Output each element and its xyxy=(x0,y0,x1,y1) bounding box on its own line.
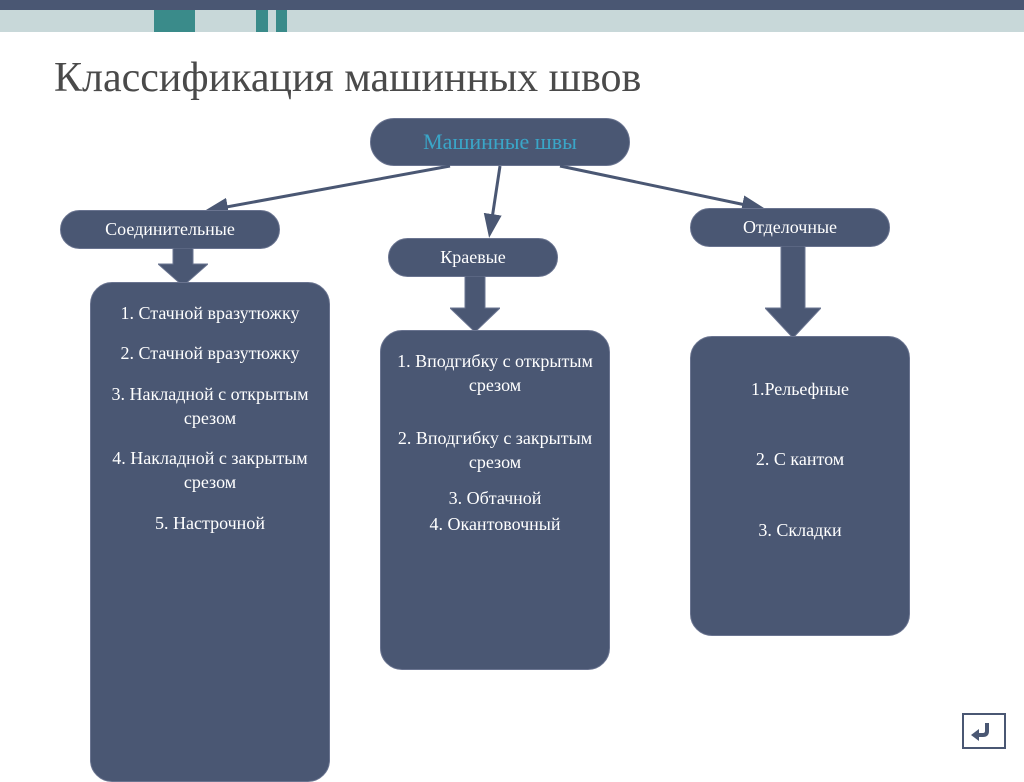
list-item: 5. Настрочной xyxy=(103,511,317,535)
back-button[interactable] xyxy=(962,713,1006,749)
branch-pill-connective: Соединительные xyxy=(60,210,280,249)
card-edge: 1. Вподгибку с открытым срезом 2. Вподги… xyxy=(380,330,610,670)
list-item: 1.Рельефные xyxy=(703,377,897,401)
root-node: Машинные швы xyxy=(370,118,630,166)
page-title: Классификация машинных швов xyxy=(54,54,641,102)
card-finishing: 1.Рельефные 2. С кантом 3. Складки xyxy=(690,336,910,636)
u-turn-arrow-icon xyxy=(969,719,999,743)
block-arrow-2 xyxy=(450,276,500,332)
branch-label: Отделочные xyxy=(743,217,837,237)
branch-pill-edge: Краевые xyxy=(388,238,558,277)
list-item: 1. Вподгибку с открытым срезом xyxy=(393,349,597,398)
list-item: 3. Накладной с открытым срезом xyxy=(103,382,317,431)
block-arrow-3 xyxy=(765,246,821,338)
list-item: 2. Вподгибку с закрытым срезом xyxy=(393,426,597,475)
list-item: 2. Стачной вразутюжку xyxy=(103,341,317,365)
list-item: 3. Складки xyxy=(703,518,897,542)
branch-label: Краевые xyxy=(440,247,506,267)
list-item: 4. Окантовочный xyxy=(393,512,597,536)
list-item: 4. Накладной с закрытым срезом xyxy=(103,446,317,495)
list-item: 3. Обтачной xyxy=(393,486,597,510)
top-accent-stripes xyxy=(0,10,1024,32)
list-item: 1. Стачной вразутюжку xyxy=(103,301,317,325)
card-connective: 1. Стачной вразутюжку 2. Стачной вразутю… xyxy=(90,282,330,782)
block-arrow-1 xyxy=(158,248,208,286)
top-frame-border xyxy=(0,0,1024,10)
branch-label: Соединительные xyxy=(105,219,235,239)
branch-pill-finishing: Отделочные xyxy=(690,208,890,247)
root-node-label: Машинные швы xyxy=(423,129,577,154)
list-item: 2. С кантом xyxy=(703,447,897,471)
